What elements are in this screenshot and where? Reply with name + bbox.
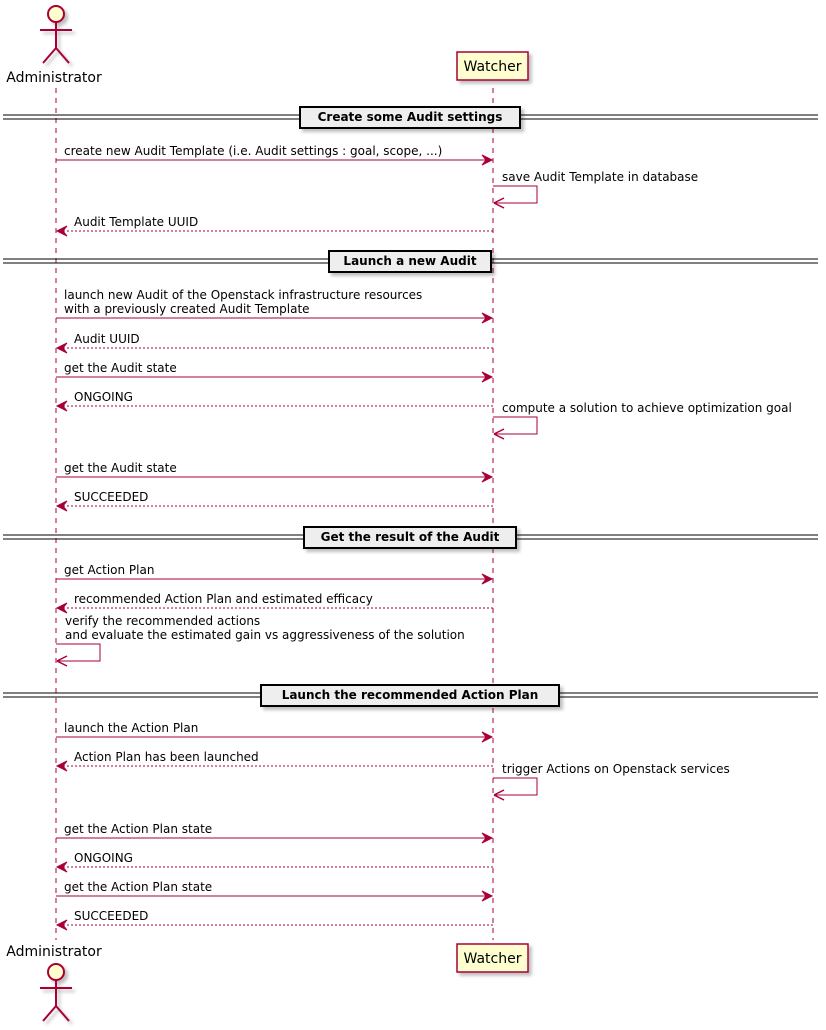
message-arrow-line <box>493 185 538 204</box>
message-arrow-line <box>493 416 538 435</box>
divider-box <box>299 106 521 129</box>
arrowhead-icon <box>481 890 494 902</box>
message-return: SUCCEEDED <box>55 909 493 931</box>
message-sync: get the Action Plan state <box>56 822 494 844</box>
message-return: ONGOING <box>55 390 493 412</box>
divider-label: Launch a new Audit <box>343 254 476 268</box>
arrowhead-icon <box>481 312 494 324</box>
watcher-box-top: Watcher <box>456 51 529 81</box>
arrowhead-icon <box>55 500 68 512</box>
message-sync: get Action Plan <box>56 563 494 585</box>
arrowhead-icon <box>481 573 494 585</box>
divider-box <box>328 250 492 273</box>
divider-box <box>303 526 517 549</box>
message-label: Audit UUID <box>74 332 140 346</box>
arrowhead-icon <box>55 342 68 354</box>
message-label: with a previously created Audit Template <box>64 302 310 316</box>
message-label: SUCCEEDED <box>74 909 148 923</box>
message-return: Audit UUID <box>55 332 493 354</box>
message-label: Audit Template UUID <box>74 215 198 229</box>
arrowhead-icon <box>55 602 68 614</box>
message-label: get the Audit state <box>64 461 177 475</box>
administrator-name-top: Administrator <box>6 70 102 86</box>
message-sync: get the Audit state <box>56 361 494 383</box>
message-label: launch the Action Plan <box>64 721 198 735</box>
message-label: get Action Plan <box>64 563 154 577</box>
arrowhead-icon <box>493 789 505 801</box>
arrowhead-icon <box>481 832 494 844</box>
arrowhead-icon <box>481 154 494 166</box>
message-label: launch new Audit of the Openstack infras… <box>64 288 422 302</box>
administrator-actor-top <box>40 5 72 64</box>
divider: Launch the recommended Action Plan <box>3 684 818 707</box>
divider-box <box>260 684 560 707</box>
arrowhead-icon <box>55 760 68 772</box>
message-return: SUCCEEDED <box>55 490 493 512</box>
message-label: verify the recommended actions <box>65 614 260 628</box>
message-self: save Audit Template in database <box>493 170 698 209</box>
message-label: Action Plan has been launched <box>74 750 259 764</box>
divider-label: Get the result of the Audit <box>321 530 500 544</box>
message-label: get the Action Plan state <box>64 880 212 894</box>
divider-label: Create some Audit settings <box>318 110 503 124</box>
message-return: recommended Action Plan and estimated ef… <box>55 592 493 614</box>
divider: Create some Audit settings <box>3 106 818 129</box>
arrowhead-icon <box>56 655 68 667</box>
message-label: recommended Action Plan and estimated ef… <box>74 592 373 606</box>
message-return: Audit Template UUID <box>55 215 493 237</box>
message-label: get the Audit state <box>64 361 177 375</box>
message-label: SUCCEEDED <box>74 490 148 504</box>
actor-icon <box>47 963 65 981</box>
arrowhead-icon <box>481 731 494 743</box>
message-return: ONGOING <box>55 851 493 873</box>
message-sync: launch the Action Plan <box>56 721 494 743</box>
message-label: trigger Actions on Openstack services <box>502 762 730 776</box>
message-self: trigger Actions on Openstack services <box>493 762 730 801</box>
watcher-name-top: Watcher <box>464 59 522 75</box>
arrowhead-icon <box>55 861 68 873</box>
message-sync: get the Audit state <box>56 461 494 483</box>
divider: Get the result of the Audit <box>3 526 818 549</box>
message-label: and evaluate the estimated gain vs aggre… <box>65 628 465 642</box>
divider: Launch a new Audit <box>3 250 818 273</box>
arrowhead-icon <box>55 225 68 237</box>
message-arrow-line <box>56 643 101 662</box>
administrator-name-bottom: Administrator <box>6 944 102 960</box>
arrowhead-icon <box>493 428 505 440</box>
message-return: Action Plan has been launched <box>55 750 493 772</box>
message-arrow-line <box>493 777 538 796</box>
arrowhead-icon <box>493 197 505 209</box>
message-self: compute a solution to achieve optimizati… <box>493 401 792 440</box>
arrowhead-icon <box>481 371 494 383</box>
message-label: create new Audit Template (i.e. Audit se… <box>64 144 442 158</box>
message-label: compute a solution to achieve optimizati… <box>502 401 792 415</box>
message-sync: launch new Audit of the Openstack infras… <box>56 288 494 324</box>
message-label: ONGOING <box>74 390 133 404</box>
message-label: save Audit Template in database <box>502 170 698 184</box>
arrowhead-icon <box>481 471 494 483</box>
message-sync: get the Action Plan state <box>56 880 494 902</box>
divider-label: Launch the recommended Action Plan <box>282 688 539 702</box>
actor-icon <box>47 5 65 23</box>
message-label: get the Action Plan state <box>64 822 212 836</box>
arrowhead-icon <box>55 919 68 931</box>
arrowhead-icon <box>55 400 68 412</box>
watcher-box-bottom: Watcher <box>456 943 529 973</box>
message-sync: create new Audit Template (i.e. Audit se… <box>56 144 494 166</box>
message-label: ONGOING <box>74 851 133 865</box>
watcher-name-bottom: Watcher <box>464 951 522 967</box>
administrator-actor-bottom <box>40 963 72 1022</box>
